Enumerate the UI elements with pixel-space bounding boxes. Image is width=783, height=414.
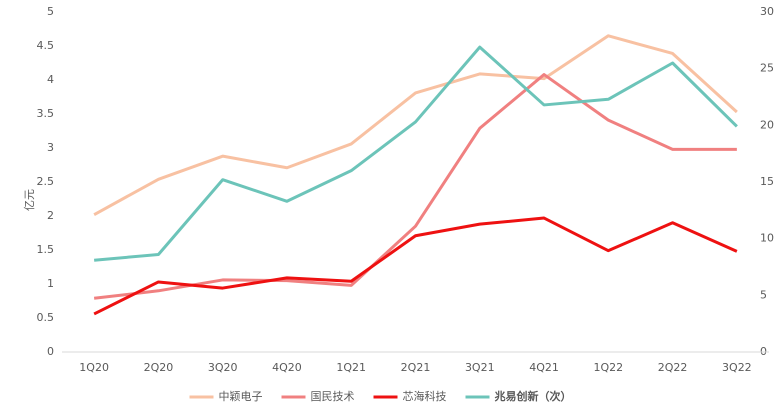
x-tick-label: 1Q20 <box>79 361 109 374</box>
x-tick-label: 4Q20 <box>272 361 302 374</box>
x-tick-label: 3Q20 <box>208 361 238 374</box>
legend-label: 兆易创新（次） <box>495 389 572 403</box>
series-line <box>93 216 738 316</box>
y-tick-label: 0.5 <box>37 311 55 324</box>
x-tick-label: 4Q21 <box>529 361 559 374</box>
y2-tick-label: 25 <box>760 62 774 75</box>
y2-tick-label: 5 <box>760 288 767 301</box>
y-axis-label: 亿元 <box>23 189 36 211</box>
series-line <box>93 34 738 216</box>
y-tick-label: 1.5 <box>37 243 55 256</box>
y-tick-label: 0 <box>47 345 54 358</box>
y-tick-label: 5 <box>47 5 54 18</box>
y-tick-label: 4.5 <box>37 39 55 52</box>
y-tick-label: 3.5 <box>37 107 55 120</box>
y2-tick-label: 10 <box>760 232 774 245</box>
y-tick-label: 3 <box>47 141 54 154</box>
x-tick-label: 1Q22 <box>593 361 623 374</box>
y-tick-label: 4 <box>47 73 54 86</box>
x-tick-label: 2Q22 <box>658 361 688 374</box>
y-tick-label: 1 <box>47 277 54 290</box>
legend-label: 芯海科技 <box>403 389 447 403</box>
series-line <box>94 45 738 262</box>
x-tick-label: 3Q21 <box>465 361 495 374</box>
y2-tick-label: 15 <box>760 175 774 188</box>
y-tick-label: 2 <box>47 209 54 222</box>
x-tick-label: 1Q21 <box>336 361 366 374</box>
x-tick-label: 3Q22 <box>722 361 752 374</box>
y2-tick-label: 30 <box>760 5 774 18</box>
x-tick-label: 2Q20 <box>144 361 174 374</box>
y-tick-label: 2.5 <box>37 175 55 188</box>
legend-label: 中颖电子 <box>219 390 263 403</box>
series-line <box>93 73 737 300</box>
x-tick-label: 2Q21 <box>401 361 431 374</box>
legend-label: 国民技术 <box>311 390 355 403</box>
y2-tick-label: 20 <box>760 118 774 131</box>
